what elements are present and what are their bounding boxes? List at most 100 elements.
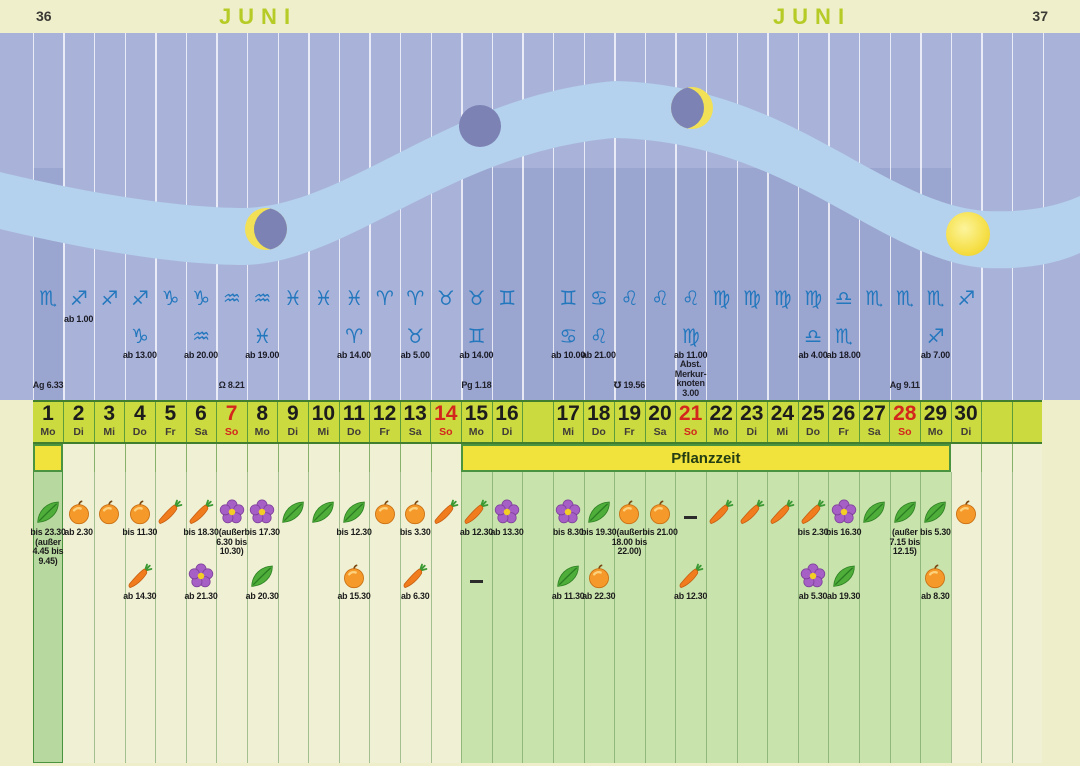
date-cell-separator [277, 402, 279, 442]
plant-column-separator [552, 472, 554, 763]
pflanzzeit-continues-box [32, 444, 64, 472]
banner-separator [277, 444, 279, 472]
zodiac-icon-steinbock: ♑ [192, 288, 211, 310]
banner-separator [981, 444, 983, 472]
day-gridline [828, 33, 830, 400]
zodiac-icon-schuetze: ♐ [926, 326, 945, 348]
plant-column-separator [981, 472, 983, 763]
moon-shadow-disc [671, 87, 704, 129]
plant-icon-root [433, 499, 459, 525]
plant-column-separator [858, 472, 860, 763]
zodiac-icon-waage: ♎ [834, 288, 853, 310]
date-cell-5: 5 [164, 402, 177, 425]
zodiac-icon-skorpion: ♏ [896, 288, 914, 310]
plant-icon-leaf [892, 499, 918, 525]
zodiac-icon-skorpion: ♏ [865, 288, 884, 310]
plant-icon-fruit [647, 499, 673, 525]
day-gridline [736, 33, 738, 400]
zodiac-time-label: ab 19.00 [245, 350, 280, 360]
date-cell-30: 30 [954, 402, 978, 425]
weekday-label-22: Mo [713, 426, 729, 438]
plant-time-label: bis 11.30 [122, 527, 158, 537]
zodiac-icon-jungfrau: ♍ [773, 288, 792, 310]
plant-icon-flower [831, 499, 857, 525]
plant-icon-fruit [586, 563, 612, 589]
date-cell-separator [552, 402, 554, 442]
date-cell-24: 24 [770, 402, 795, 425]
plant-time-label: ab 15.30 [337, 591, 371, 601]
plant-icon-fruit [127, 499, 153, 525]
weekday-label-5: Fr [165, 426, 176, 438]
date-strip: 1 Mo 2 Di 3 Mi 4 Do 5 Fr 6 Sa 7 So 8 Mo 9 Di 10 Mi 11 Do 12 Fr 1… [32, 400, 1043, 444]
banner-separator [308, 444, 310, 472]
zodiac-time-label: ab 20.00 [184, 350, 218, 360]
plant-time-label: bis 8.30 [552, 527, 584, 537]
date-cell-separator [614, 402, 616, 442]
zodiac-time-label: ab 7.00 [920, 350, 950, 360]
zodiac-icon-krebs: ♋ [590, 288, 608, 310]
plant-column-separator [430, 472, 432, 763]
zodiac-time-label: ab 14.00 [459, 350, 494, 360]
plant-column-separator [522, 472, 524, 763]
zodiac-icon-schuetze: ♐ [957, 288, 976, 310]
zodiac-icon-loewe: ♌ [590, 326, 608, 348]
zodiac-icon-schuetze: ♐ [100, 288, 119, 310]
day-gridline [552, 33, 555, 400]
plant-icon-fruit [953, 499, 979, 525]
plant-column-separator [155, 472, 157, 763]
day-gridline [461, 33, 463, 400]
plant-icon-fruit [616, 499, 642, 525]
zodiac-time-label: ab 10.00 [551, 350, 586, 360]
plant-icon-root [157, 499, 183, 525]
plant-time-label: bis 2.30 [797, 527, 829, 537]
plant-icon-root [463, 499, 489, 525]
date-cell-separator [920, 402, 922, 442]
zodiac-time-label: ab 1.00 [64, 314, 94, 324]
plant-column-separator [277, 472, 279, 763]
weekday-label-9: Di [287, 426, 299, 438]
plant-icon-leaf [249, 563, 275, 589]
moon-full-icon [946, 212, 990, 256]
banner-separator [93, 444, 95, 472]
page-number-right: 37 [1032, 8, 1048, 24]
date-cell-separator [644, 402, 646, 442]
plant-column-separator [399, 472, 401, 763]
date-cell-separator [828, 402, 830, 442]
zodiac-icon-jungfrau: ♍ [743, 288, 761, 310]
astro-note: Ω 8.21 [218, 380, 245, 390]
banner-separator [246, 444, 248, 472]
date-cell-separator [185, 402, 187, 442]
planting-banner-row: Pflanzzeit [0, 444, 1080, 472]
plant-icon-root [402, 563, 428, 589]
plant-icon-root [127, 563, 153, 589]
zodiac-icon-loewe: ♌ [681, 288, 700, 310]
banner-separator [338, 444, 340, 472]
plant-column-separator [705, 472, 707, 763]
date-cell-separator [155, 402, 157, 442]
plant-time-label: ab 11.30 [551, 591, 585, 601]
plant-column-separator [583, 472, 585, 763]
astro-note: Pg 1.18 [461, 380, 492, 390]
zodiac-icon-skorpion: ♏ [834, 326, 853, 348]
date-cell-21: 21 [678, 402, 703, 425]
date-cell-separator [308, 402, 310, 442]
plant-time-label: ab 5.30 [798, 591, 828, 601]
date-cell-27: 27 [862, 402, 886, 425]
day-gridline [675, 33, 677, 400]
date-cell-26: 26 [831, 402, 856, 425]
zodiac-icon-widder: ♈ [406, 288, 425, 310]
plant-time-label: ab 12.30 [459, 527, 493, 537]
plant-icon-leaf [35, 499, 61, 525]
date-cell-8: 8 [256, 402, 269, 425]
date-cell-separator [858, 402, 860, 442]
date-cell-separator [736, 402, 738, 442]
day-gridline [522, 33, 524, 400]
banner-separator [369, 444, 371, 472]
day-gridline [430, 33, 432, 400]
date-cell-separator [705, 402, 707, 442]
astro-note: Abst. Merkur-knoten 3.00 [674, 359, 707, 398]
plant-time-label: bis 18.30 [183, 527, 219, 537]
weekday-label-10: Mi [317, 426, 330, 438]
banner-separator [399, 444, 401, 472]
zodiac-icon-zwillinge: ♊ [498, 288, 517, 310]
